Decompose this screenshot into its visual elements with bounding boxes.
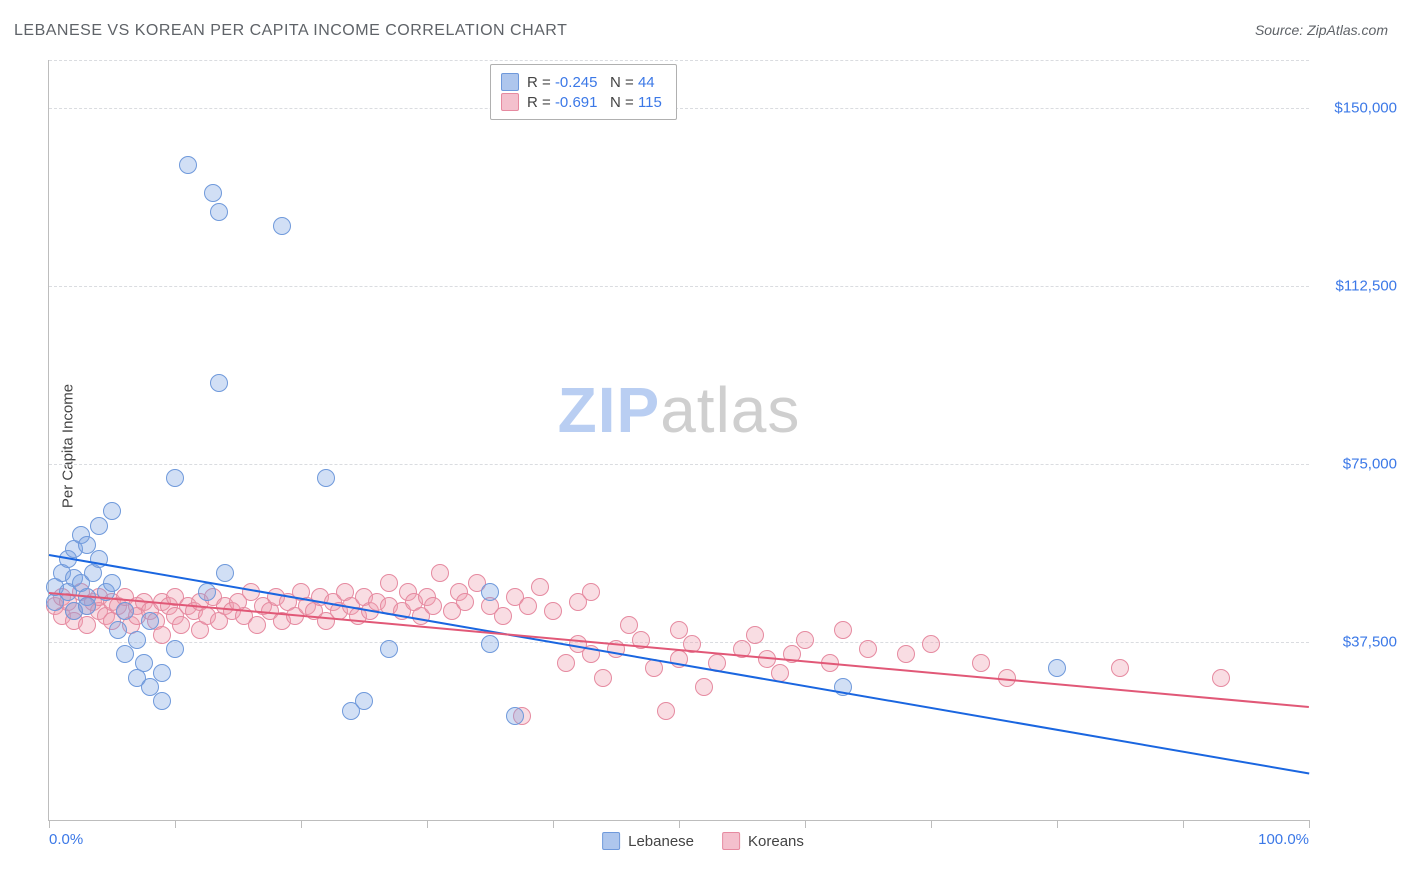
x-tick	[553, 820, 554, 828]
legend-bottom: Lebanese Koreans	[602, 832, 804, 850]
legend-swatch	[501, 73, 519, 91]
scatter-point	[424, 597, 442, 615]
scatter-point	[695, 678, 713, 696]
scatter-point	[103, 574, 121, 592]
scatter-point	[198, 583, 216, 601]
watermark-right: atlas	[660, 374, 800, 446]
x-tick	[175, 820, 176, 828]
scatter-point	[544, 602, 562, 620]
stat-text: R = -0.245 N = 44	[527, 74, 655, 91]
legend-label: Koreans	[748, 833, 804, 850]
gridline-h	[49, 286, 1309, 287]
scatter-point	[78, 597, 96, 615]
gridline-h	[49, 642, 1309, 643]
scatter-point	[897, 645, 915, 663]
scatter-point	[210, 374, 228, 392]
scatter-point	[90, 517, 108, 535]
scatter-point	[431, 564, 449, 582]
scatter-point	[481, 583, 499, 601]
legend-item: Koreans	[722, 832, 804, 850]
scatter-point	[519, 597, 537, 615]
x-tick	[1183, 820, 1184, 828]
scatter-point	[109, 621, 127, 639]
x-tick	[301, 820, 302, 828]
legend-label: Lebanese	[628, 833, 694, 850]
scatter-point	[210, 203, 228, 221]
stat-row: R = -0.245 N = 44	[501, 73, 662, 91]
x-tick-label: 100.0%	[1258, 831, 1309, 848]
watermark: ZIPatlas	[558, 373, 801, 447]
scatter-point	[216, 564, 234, 582]
scatter-point	[582, 583, 600, 601]
stat-text: R = -0.691 N = 115	[527, 94, 662, 111]
scatter-point	[380, 640, 398, 658]
x-tick	[49, 820, 50, 828]
x-tick	[1057, 820, 1058, 828]
scatter-point	[153, 692, 171, 710]
trend-line	[49, 592, 1309, 708]
scatter-point	[494, 607, 512, 625]
x-tick	[931, 820, 932, 828]
legend-swatch	[722, 832, 740, 850]
scatter-point	[1048, 659, 1066, 677]
scatter-point	[116, 602, 134, 620]
scatter-point	[557, 654, 575, 672]
scatter-point	[657, 702, 675, 720]
scatter-point	[78, 616, 96, 634]
stat-legend-box: R = -0.245 N = 44 R = -0.691 N = 115	[490, 64, 677, 120]
legend-swatch	[501, 93, 519, 111]
x-tick-label: 0.0%	[49, 831, 83, 848]
x-tick	[427, 820, 428, 828]
scatter-point	[594, 669, 612, 687]
scatter-point	[972, 654, 990, 672]
y-tick-label: $112,500	[1317, 277, 1397, 294]
chart-plot-area: ZIPatlas $37,500$75,000$112,500$150,0000…	[48, 60, 1309, 821]
scatter-point	[481, 635, 499, 653]
scatter-point	[179, 156, 197, 174]
gridline-h	[49, 60, 1309, 61]
scatter-point	[531, 578, 549, 596]
x-tick	[805, 820, 806, 828]
gridline-h	[49, 464, 1309, 465]
scatter-point	[204, 184, 222, 202]
scatter-point	[1212, 669, 1230, 687]
scatter-point	[456, 593, 474, 611]
scatter-point	[248, 616, 266, 634]
scatter-point	[859, 640, 877, 658]
y-tick-label: $150,000	[1317, 99, 1397, 116]
scatter-point	[166, 640, 184, 658]
scatter-point	[273, 217, 291, 235]
scatter-point	[103, 502, 121, 520]
watermark-left: ZIP	[558, 374, 661, 446]
legend-swatch	[602, 832, 620, 850]
scatter-point	[506, 707, 524, 725]
scatter-point	[172, 616, 190, 634]
y-tick-label: $37,500	[1317, 633, 1397, 650]
scatter-point	[128, 631, 146, 649]
x-tick	[1309, 820, 1310, 828]
scatter-point	[153, 664, 171, 682]
scatter-point	[834, 621, 852, 639]
y-tick-label: $75,000	[1317, 455, 1397, 472]
scatter-point	[135, 654, 153, 672]
scatter-point	[922, 635, 940, 653]
scatter-point	[141, 612, 159, 630]
scatter-point	[355, 692, 373, 710]
scatter-point	[1111, 659, 1129, 677]
x-tick	[679, 820, 680, 828]
source-label: Source: ZipAtlas.com	[1255, 22, 1388, 38]
scatter-point	[166, 469, 184, 487]
legend-item: Lebanese	[602, 832, 694, 850]
scatter-point	[116, 645, 134, 663]
scatter-point	[746, 626, 764, 644]
chart-title: LEBANESE VS KOREAN PER CAPITA INCOME COR…	[14, 22, 567, 40]
scatter-point	[317, 469, 335, 487]
scatter-point	[796, 631, 814, 649]
gridline-h	[49, 108, 1309, 109]
stat-row: R = -0.691 N = 115	[501, 93, 662, 111]
scatter-point	[380, 574, 398, 592]
